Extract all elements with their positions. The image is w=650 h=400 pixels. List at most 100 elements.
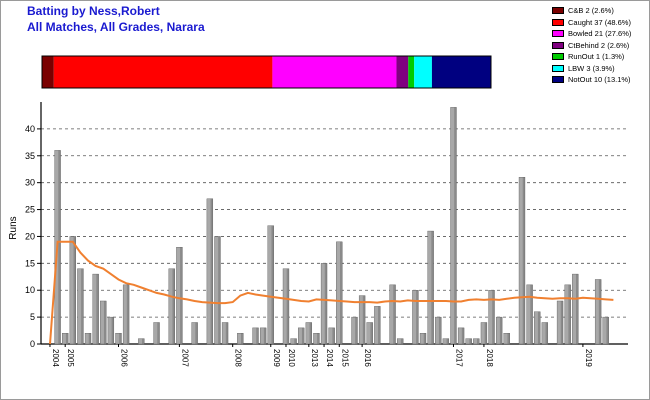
y-tick-label: 40 xyxy=(25,124,35,134)
runs-bar xyxy=(427,231,434,344)
runs-bar xyxy=(458,327,465,344)
runs-bar-shade xyxy=(446,338,449,344)
year-label: 2013 xyxy=(310,349,319,367)
runs-bar xyxy=(85,333,92,344)
runs-bar xyxy=(214,236,221,344)
runs-bar-shade xyxy=(324,263,328,344)
runs-bar-edge xyxy=(503,333,510,345)
runs-bar xyxy=(480,322,487,344)
year-label: 2016 xyxy=(363,349,372,367)
runs-bar-shade xyxy=(370,322,373,344)
legend-item: CtBehind 2 (2.6%) xyxy=(552,40,631,51)
y-tick-label: 30 xyxy=(25,178,35,188)
runs-bar-edge xyxy=(457,327,465,345)
runs-bar-shade xyxy=(172,268,175,344)
year-label: 2006 xyxy=(119,349,128,367)
legend-swatch xyxy=(552,7,564,14)
runs-bar xyxy=(496,317,503,344)
legend-swatch xyxy=(552,76,564,83)
legend-item: Bowled 21 (27.6%) xyxy=(552,28,631,39)
year-label: 2018 xyxy=(485,349,494,367)
runs-bar xyxy=(534,311,541,344)
runs-bar xyxy=(290,338,297,344)
runs-bar-edge xyxy=(495,316,503,345)
runs-bar-shade xyxy=(103,300,107,344)
year-label: 2010 xyxy=(287,349,296,367)
runs-bar-shade xyxy=(423,333,426,344)
runs-bar-shade xyxy=(241,333,244,344)
runs-bar xyxy=(519,177,525,344)
legend-label: Bowled 21 (27.6%) xyxy=(568,29,632,38)
runs-bar-edge xyxy=(442,338,450,345)
year-label: 2009 xyxy=(272,349,281,367)
runs-bar xyxy=(435,317,442,344)
runs-bar xyxy=(541,322,548,344)
runs-bar xyxy=(465,338,472,344)
runs-bar xyxy=(595,279,602,344)
year-label: 2014 xyxy=(325,349,334,367)
y-tick-label: 35 xyxy=(25,151,35,161)
dismissal-segment xyxy=(396,56,409,88)
runs-bar xyxy=(526,284,533,344)
runs-bar xyxy=(412,290,419,344)
runs-bar xyxy=(336,241,343,344)
dismissal-segment xyxy=(408,56,415,88)
runs-bar-shade xyxy=(484,322,487,344)
runs-bar-edge xyxy=(100,300,107,345)
legend-label: Caught 37 (48.6%) xyxy=(568,17,631,27)
runs-bar-edge xyxy=(259,327,267,345)
runs-bar-shade xyxy=(218,236,221,344)
runs-bar-edge xyxy=(526,284,533,345)
runs-bar xyxy=(557,300,564,344)
runs-bar xyxy=(450,107,457,344)
dismissal-segment xyxy=(431,56,491,88)
y-tick-label: 15 xyxy=(25,258,35,268)
runs-bar-shade xyxy=(568,284,571,344)
legend: C&B 2 (2.6%) Caught 37 (48.6%) Bowled 21 (… xyxy=(552,5,631,86)
runs-bar-edge xyxy=(214,236,221,345)
legend-label: LBW 3 (3.9%) xyxy=(568,63,615,73)
runs-bar-shade xyxy=(362,295,366,344)
runs-bar xyxy=(397,338,404,344)
runs-bar-shade xyxy=(492,290,495,344)
runs-bar-shade xyxy=(378,306,381,344)
runs-bar-shade xyxy=(111,317,114,344)
runs-bar-edge xyxy=(252,327,259,345)
runs-bar xyxy=(503,333,510,344)
year-label: 2007 xyxy=(180,349,189,367)
runs-bar-shade xyxy=(126,284,130,344)
runs-bar-shade xyxy=(142,338,145,344)
runs-bar-edge xyxy=(435,316,442,345)
runs-bar xyxy=(351,317,358,344)
runs-bar xyxy=(313,333,320,344)
runs-bar xyxy=(374,306,381,344)
runs-bar-shade xyxy=(522,177,525,344)
y-tick-label: 0 xyxy=(30,339,35,349)
runs-bar xyxy=(298,327,305,344)
runs-bar xyxy=(153,322,160,344)
runs-bar-shade xyxy=(560,300,564,344)
runs-bar xyxy=(206,198,213,344)
runs-bar-shade xyxy=(65,333,69,344)
chart-subtitle: All Matches, All Grades, Narara xyxy=(27,20,205,34)
runs-bar-shade xyxy=(225,322,229,344)
runs-bar xyxy=(222,322,229,344)
runs-bar-shade xyxy=(355,317,358,344)
dismissal-segment xyxy=(414,56,432,88)
year-label: 2015 xyxy=(340,349,349,367)
y-tick-label: 10 xyxy=(25,285,35,295)
y-tick-label: 20 xyxy=(25,231,35,241)
runs-bar xyxy=(260,327,267,344)
year-label: 2019 xyxy=(584,349,593,367)
year-label: 2017 xyxy=(454,349,463,367)
runs-bar-shade xyxy=(180,247,183,344)
y-tick-label: 5 xyxy=(30,312,35,322)
runs-bar-shade xyxy=(73,236,76,344)
runs-bar-edge xyxy=(107,316,115,345)
runs-bar xyxy=(366,322,373,344)
runs-bar xyxy=(328,327,335,344)
runs-bar xyxy=(572,274,579,344)
runs-bar-shade xyxy=(195,322,198,344)
runs-bar-shade xyxy=(339,241,343,344)
